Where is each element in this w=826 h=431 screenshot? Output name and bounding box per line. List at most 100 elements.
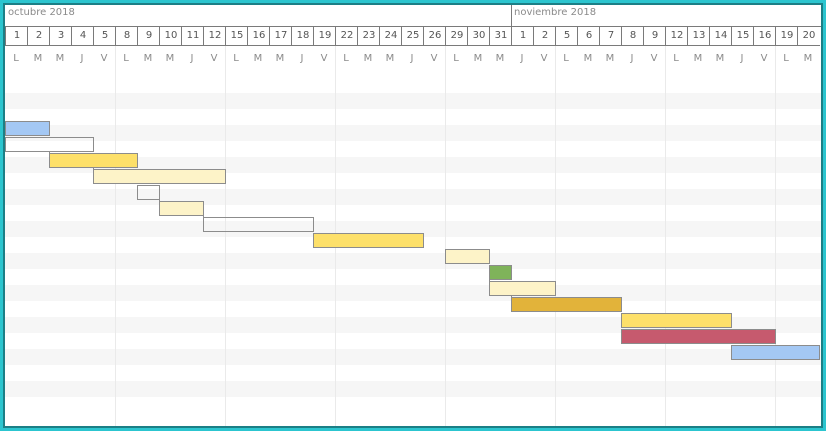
weekday-letter: M: [143, 53, 153, 64]
task-bar[interactable]: [203, 217, 314, 232]
weekday-letter: V: [430, 53, 438, 64]
day-number: 8: [115, 27, 138, 46]
weekday-letter: L: [13, 53, 19, 64]
weekday-letter: M: [803, 53, 813, 64]
day-number: 25: [401, 27, 424, 46]
row-stripe: [5, 349, 821, 365]
row-stripe: [5, 381, 821, 397]
weekday-letter: M: [605, 53, 615, 64]
weekday-letter: J: [300, 53, 304, 64]
task-bar[interactable]: [511, 297, 622, 312]
weekday-letter: L: [563, 53, 569, 64]
day-number: 2: [27, 27, 50, 46]
day-number: 2: [533, 27, 556, 46]
task-bar[interactable]: [137, 185, 160, 200]
day-number: 29: [445, 27, 468, 46]
task-bar[interactable]: [159, 201, 204, 216]
day-number: 23: [357, 27, 380, 46]
weekday-letter: M: [693, 53, 703, 64]
day-number: 12: [203, 27, 226, 46]
row-stripe: [5, 125, 821, 141]
task-bar[interactable]: [731, 345, 820, 360]
month-separator: [511, 5, 512, 27]
day-number: 11: [181, 27, 204, 46]
day-number: 14: [709, 27, 732, 46]
row-stripe: [5, 285, 821, 301]
weekday-letter: L: [343, 53, 349, 64]
weekday-letter: J: [740, 53, 744, 64]
day-number: 10: [159, 27, 182, 46]
day-number: 19: [775, 27, 798, 46]
day-number: 31: [489, 27, 512, 46]
weekday-letter: M: [55, 53, 65, 64]
weekday-letter: V: [540, 53, 548, 64]
day-number: 22: [335, 27, 358, 46]
weekday-letter: M: [33, 53, 43, 64]
day-number: 19: [313, 27, 336, 46]
weekday-letter: J: [630, 53, 634, 64]
weekday-letter: M: [275, 53, 285, 64]
task-bar[interactable]: [5, 121, 50, 136]
row-stripe: [5, 221, 821, 237]
month-label: octubre 2018: [8, 7, 75, 18]
day-number: 12: [665, 27, 688, 46]
weekday-letter: M: [253, 53, 263, 64]
task-bar[interactable]: [489, 265, 512, 280]
weekday-letter: V: [100, 53, 108, 64]
weekday-letter: J: [80, 53, 84, 64]
row-stripe: [5, 93, 821, 109]
day-number: 20: [797, 27, 820, 46]
day-number: 15: [225, 27, 248, 46]
weekday-letter: L: [453, 53, 459, 64]
day-number: 26: [423, 27, 446, 46]
day-number: 3: [49, 27, 72, 46]
task-bar[interactable]: [621, 329, 776, 344]
task-bar[interactable]: [313, 233, 424, 248]
day-number: 18: [291, 27, 314, 46]
week-separator: [665, 46, 666, 426]
weekday-letter: M: [363, 53, 373, 64]
weekday-letter: M: [165, 53, 175, 64]
weekday-letter: J: [190, 53, 194, 64]
weekday-letter: L: [673, 53, 679, 64]
day-number: 15: [731, 27, 754, 46]
weekday-letter: L: [233, 53, 239, 64]
day-number: 30: [467, 27, 490, 46]
day-number: 24: [379, 27, 402, 46]
day-number: 16: [247, 27, 270, 46]
weekday-letter: M: [715, 53, 725, 64]
task-bar[interactable]: [49, 153, 138, 168]
weekday-letter: M: [473, 53, 483, 64]
day-number: 16: [753, 27, 776, 46]
month-row-divider: [5, 26, 821, 27]
day-number: 13: [687, 27, 710, 46]
task-bar[interactable]: [489, 281, 556, 296]
row-stripe: [5, 317, 821, 333]
week-separator: [445, 46, 446, 426]
week-separator: [225, 46, 226, 426]
day-number: 8: [621, 27, 644, 46]
weekday-letter: M: [385, 53, 395, 64]
weekday-letter: L: [123, 53, 129, 64]
task-bar[interactable]: [621, 313, 732, 328]
weekday-letter: V: [650, 53, 658, 64]
weekday-letter: V: [210, 53, 218, 64]
day-number: 7: [599, 27, 622, 46]
day-number: 5: [93, 27, 116, 46]
task-bar[interactable]: [445, 249, 490, 264]
weekday-letter: J: [520, 53, 524, 64]
row-stripe: [5, 253, 821, 269]
day-number: 4: [71, 27, 94, 46]
task-bar[interactable]: [5, 137, 94, 152]
month-label: noviembre 2018: [514, 7, 597, 18]
weekday-letter: V: [320, 53, 328, 64]
day-number: 1: [5, 27, 28, 46]
day-number: 6: [577, 27, 600, 46]
day-number: 9: [643, 27, 666, 46]
week-separator: [115, 46, 116, 426]
day-number: 9: [137, 27, 160, 46]
weekday-letter: L: [783, 53, 789, 64]
day-number: 5: [555, 27, 578, 46]
weekday-letter: M: [495, 53, 505, 64]
task-bar[interactable]: [93, 169, 226, 184]
